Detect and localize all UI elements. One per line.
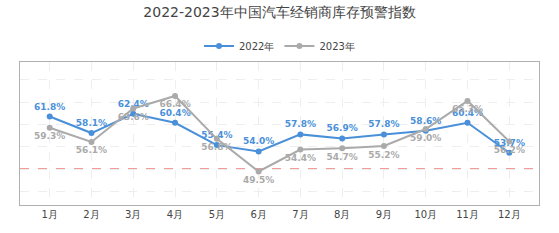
svg-text:66.4%: 66.4%	[159, 99, 190, 109]
svg-text:2月: 2月	[83, 209, 99, 220]
svg-text:3月: 3月	[125, 209, 141, 220]
svg-text:56.1%: 56.1%	[76, 145, 107, 155]
svg-text:55.4%: 55.4%	[201, 130, 232, 140]
svg-text:61.8%: 61.8%	[34, 102, 65, 112]
svg-text:65.3%: 65.3%	[452, 104, 483, 114]
svg-text:63.6%: 63.6%	[118, 112, 149, 122]
svg-text:11月: 11月	[456, 209, 479, 220]
svg-text:57.8%: 57.8%	[368, 119, 399, 129]
svg-text:5月: 5月	[209, 209, 225, 220]
svg-text:60.4%: 60.4%	[159, 108, 190, 118]
svg-text:59.3%: 59.3%	[34, 131, 65, 141]
svg-text:10月: 10月	[414, 209, 437, 220]
svg-text:8月: 8月	[334, 209, 350, 220]
svg-text:57.8%: 57.8%	[285, 119, 316, 129]
svg-text:7月: 7月	[292, 209, 308, 220]
svg-text:9月: 9月	[376, 209, 392, 220]
svg-text:56.2%: 56.2%	[494, 145, 525, 155]
svg-text:53.7%: 53.7%	[494, 138, 525, 148]
svg-text:59.0%: 59.0%	[410, 133, 441, 143]
svg-text:56.8%: 56.8%	[201, 142, 232, 152]
svg-text:2022-2023年中国汽车经销商库存预警指数: 2022-2023年中国汽车经销商库存预警指数	[143, 4, 415, 20]
svg-text:58.1%: 58.1%	[76, 118, 107, 128]
svg-text:4月: 4月	[167, 209, 183, 220]
svg-text:54.7%: 54.7%	[327, 152, 358, 162]
svg-text:2023年: 2023年	[319, 41, 354, 52]
svg-text:55.2%: 55.2%	[368, 150, 399, 160]
svg-text:62.4%: 62.4%	[118, 99, 149, 109]
svg-text:6月: 6月	[250, 209, 266, 220]
svg-text:49.5%: 49.5%	[243, 175, 274, 185]
svg-text:54.4%: 54.4%	[285, 153, 316, 163]
svg-text:58.6%: 58.6%	[410, 116, 441, 126]
svg-text:54.0%: 54.0%	[243, 136, 274, 146]
svg-text:60.4%: 60.4%	[452, 108, 483, 118]
svg-text:1月: 1月	[42, 209, 58, 220]
svg-text:2022年: 2022年	[239, 41, 274, 52]
svg-text:56.9%: 56.9%	[327, 123, 358, 133]
svg-text:12月: 12月	[498, 209, 521, 220]
